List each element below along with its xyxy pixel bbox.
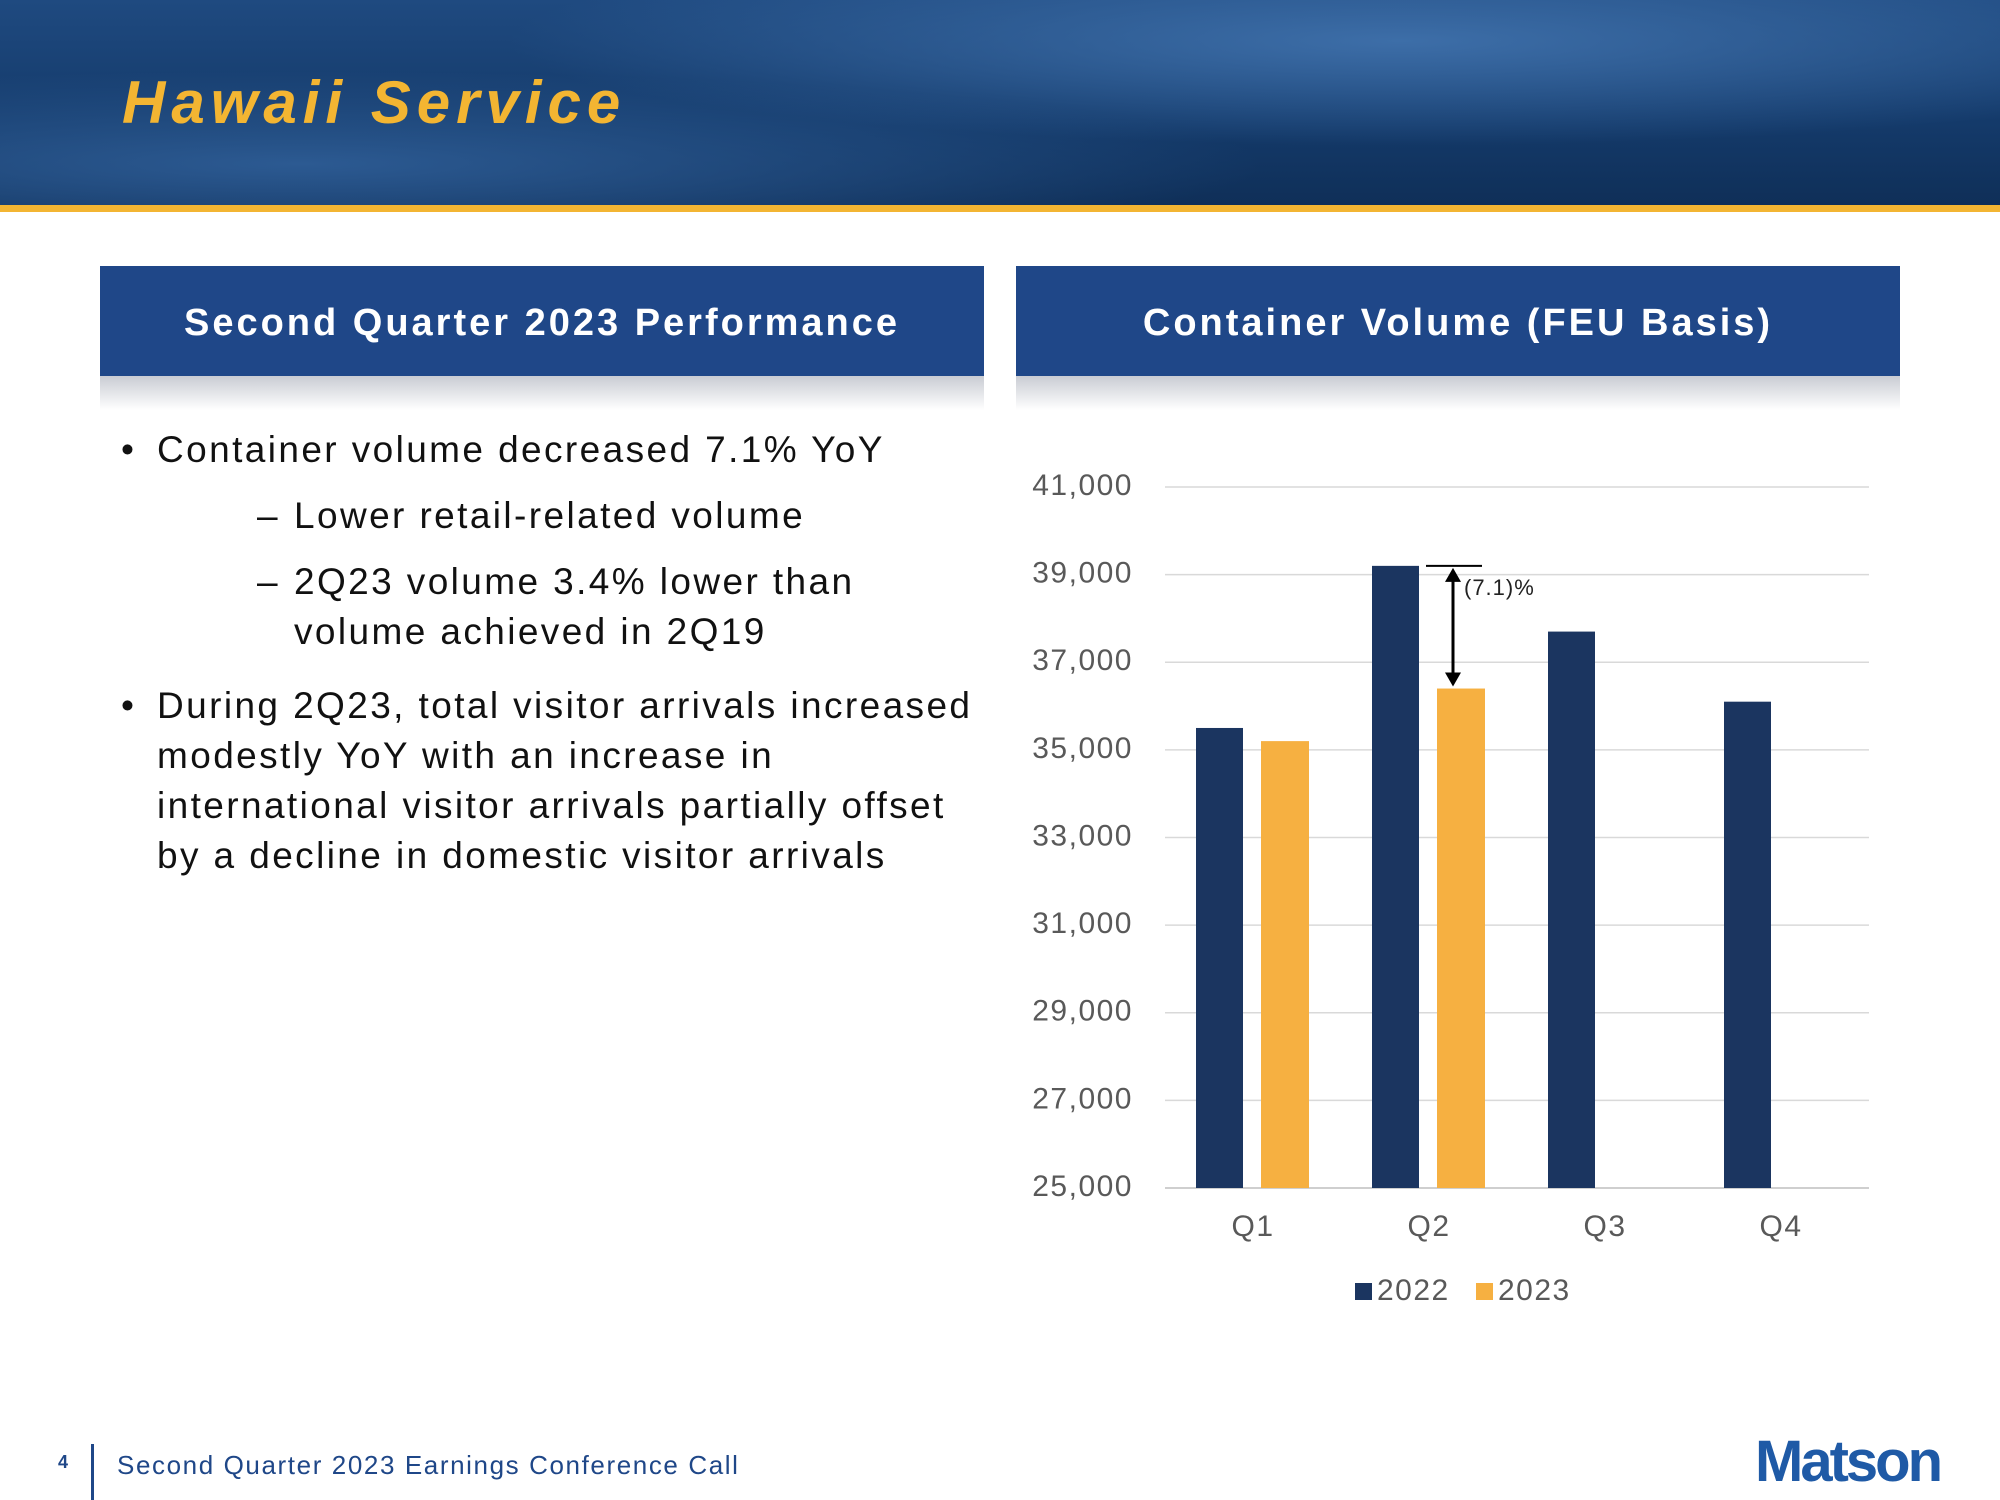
bar	[1724, 701, 1771, 1188]
x-tick-label: Q2	[1407, 1210, 1450, 1243]
bullet-list: Container volume decreased 7.1% YoY Lowe…	[121, 425, 981, 895]
slide-title: Hawaii Service	[122, 69, 627, 136]
y-tick-label: 31,000	[1032, 907, 1133, 940]
y-tick-label: 29,000	[1032, 995, 1133, 1028]
header-rule	[0, 205, 2000, 212]
x-tick-label: Q1	[1231, 1210, 1274, 1243]
page-number: 4	[58, 1452, 69, 1472]
y-tick-label: 41,000	[1032, 469, 1133, 502]
bullet-text: Container volume decreased 7.1% YoY	[157, 429, 885, 470]
x-tick-label: Q3	[1583, 1210, 1626, 1243]
panel-shadow	[1016, 376, 1900, 410]
bullet: During 2Q23, total visitor arrivals incr…	[121, 681, 981, 881]
y-tick-label: 37,000	[1032, 644, 1133, 677]
y-tick-label: 39,000	[1032, 557, 1133, 590]
x-tick-label: Q4	[1759, 1210, 1802, 1243]
bullet: Container volume decreased 7.1% YoY Lowe…	[121, 425, 981, 657]
legend-label: 2023	[1498, 1274, 1571, 1307]
bar	[1548, 631, 1595, 1188]
panel-header: Second Quarter 2023 Performance	[100, 266, 984, 376]
legend-label: 2022	[1377, 1274, 1450, 1307]
bar	[1437, 688, 1485, 1188]
sub-bullet: 2Q23 volume 3.4% lower than volume achie…	[157, 557, 981, 657]
footer-rule	[91, 1444, 94, 1500]
annotation: (7.1)%	[1464, 575, 1535, 600]
header-band	[0, 0, 2000, 205]
panel-header: Container Volume (FEU Basis)	[1016, 266, 1900, 376]
bullet-text: During 2Q23, total visitor arrivals incr…	[157, 685, 973, 876]
sub-bullet: Lower retail-related volume	[157, 491, 981, 541]
arrow-head	[1445, 567, 1461, 582]
legend-swatch	[1355, 1283, 1372, 1300]
logo: Matson	[1755, 1429, 1943, 1494]
legend-swatch	[1476, 1283, 1493, 1300]
y-tick-label: 25,000	[1032, 1170, 1133, 1203]
bar	[1196, 727, 1243, 1188]
y-tick-label: 33,000	[1032, 819, 1133, 852]
y-tick-label: 27,000	[1032, 1082, 1133, 1115]
bar	[1372, 565, 1419, 1188]
y-tick-label: 35,000	[1032, 732, 1133, 765]
panel-shadow	[100, 376, 984, 410]
bar	[1261, 741, 1309, 1188]
footer-text: Second Quarter 2023 Earnings Conference …	[117, 1450, 740, 1480]
arrow-head	[1445, 672, 1461, 687]
